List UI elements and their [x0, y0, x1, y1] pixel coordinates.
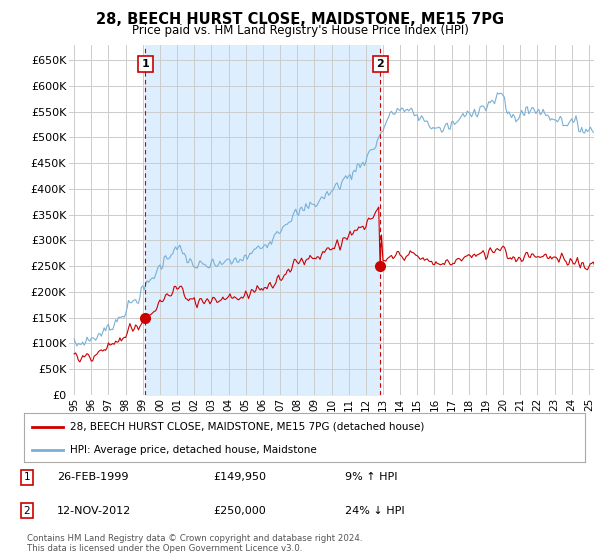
Text: Price paid vs. HM Land Registry's House Price Index (HPI): Price paid vs. HM Land Registry's House … — [131, 24, 469, 37]
Text: 1: 1 — [142, 59, 149, 69]
Text: 9% ↑ HPI: 9% ↑ HPI — [345, 472, 398, 482]
Text: 2: 2 — [377, 59, 384, 69]
Text: 28, BEECH HURST CLOSE, MAIDSTONE, ME15 7PG: 28, BEECH HURST CLOSE, MAIDSTONE, ME15 7… — [96, 12, 504, 27]
Text: £250,000: £250,000 — [213, 506, 266, 516]
Text: 26-FEB-1999: 26-FEB-1999 — [57, 472, 128, 482]
Text: £149,950: £149,950 — [213, 472, 266, 482]
Text: 1: 1 — [23, 472, 31, 482]
Text: HPI: Average price, detached house, Maidstone: HPI: Average price, detached house, Maid… — [70, 445, 317, 455]
Text: Contains HM Land Registry data © Crown copyright and database right 2024.
This d: Contains HM Land Registry data © Crown c… — [27, 534, 362, 553]
Text: 28, BEECH HURST CLOSE, MAIDSTONE, ME15 7PG (detached house): 28, BEECH HURST CLOSE, MAIDSTONE, ME15 7… — [70, 422, 424, 432]
Text: 24% ↓ HPI: 24% ↓ HPI — [345, 506, 404, 516]
Text: 2: 2 — [23, 506, 31, 516]
Text: 12-NOV-2012: 12-NOV-2012 — [57, 506, 131, 516]
